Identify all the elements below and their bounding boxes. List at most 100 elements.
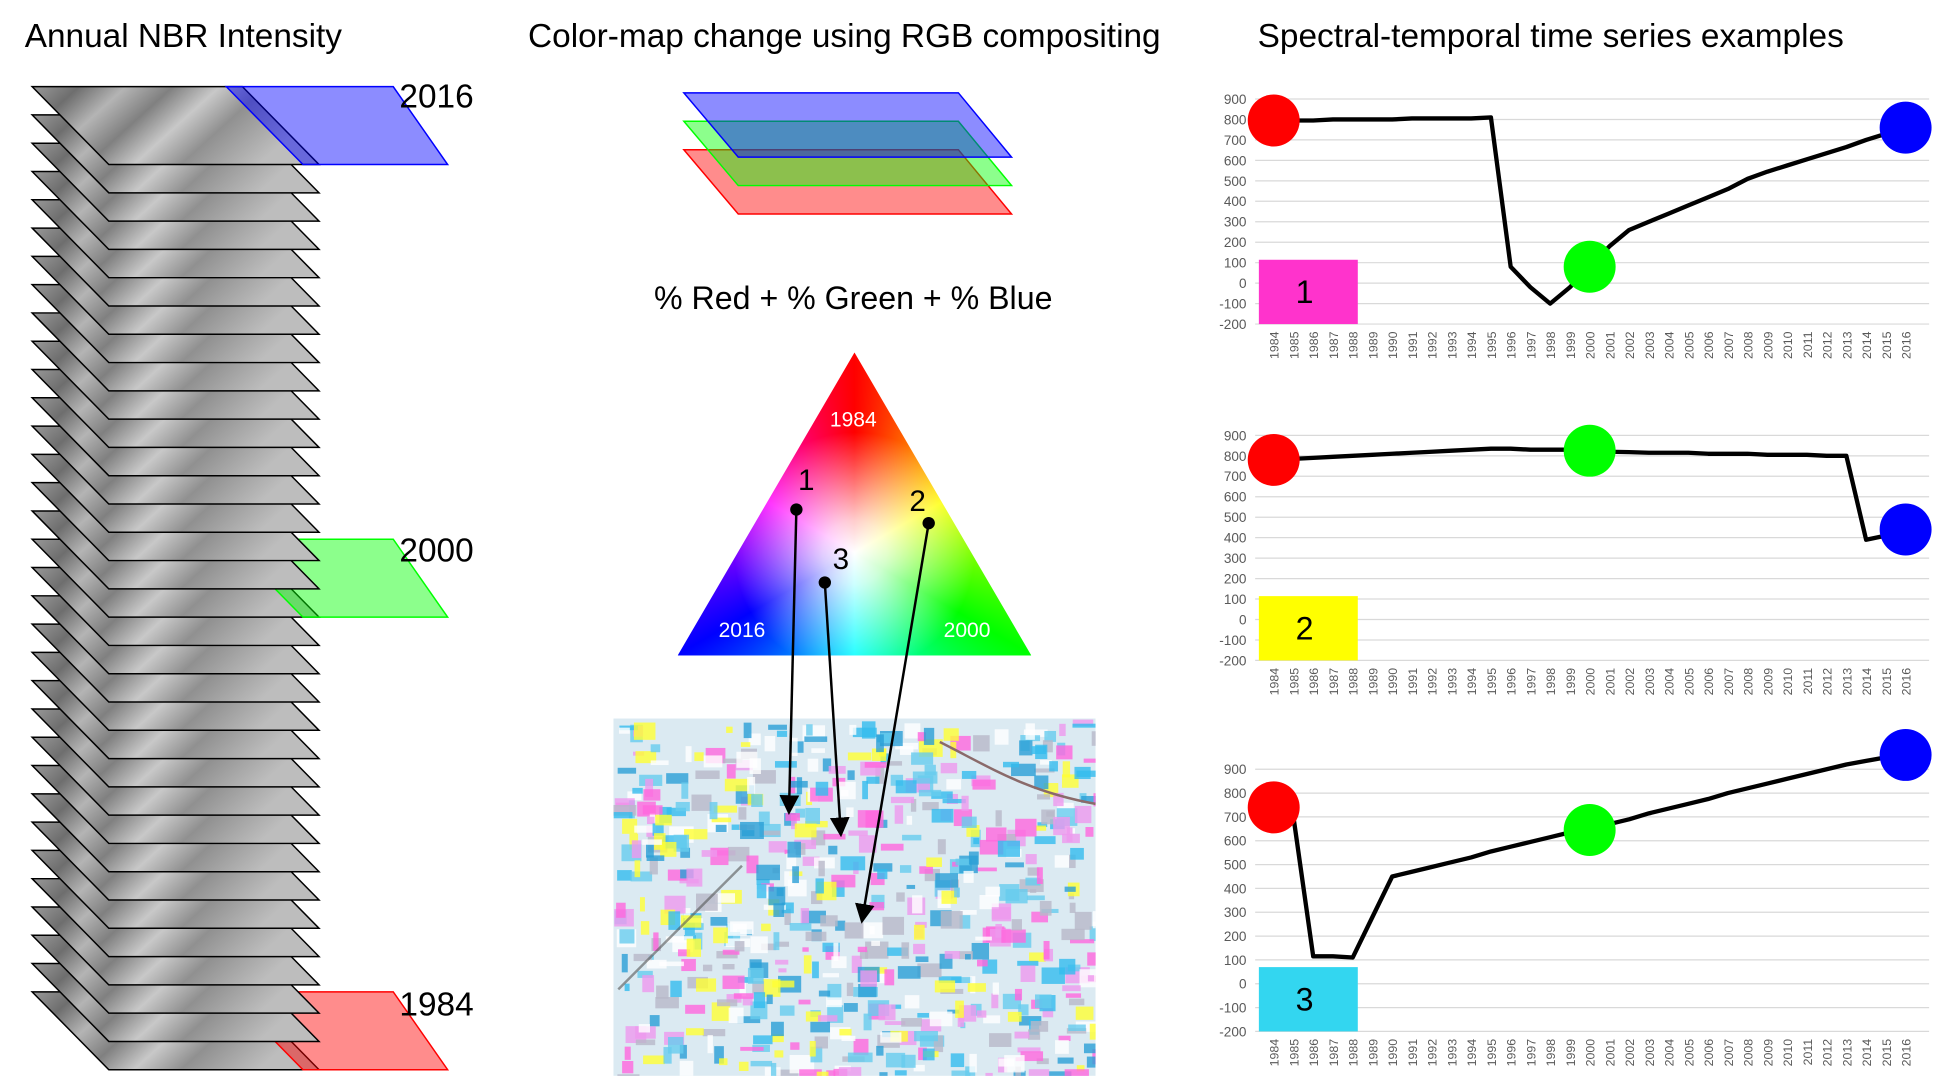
right-title: Spectral-temporal time series examples (1258, 18, 1844, 55)
x-tick-label: 2001 (1603, 1039, 1617, 1067)
map-patch (694, 752, 704, 762)
map-patch (1034, 836, 1056, 845)
map-patch (991, 907, 1011, 920)
map-patch (619, 929, 635, 944)
map-patch (627, 791, 642, 801)
map-patch (723, 758, 743, 763)
map-patch (1093, 793, 1096, 807)
map-patch (1070, 847, 1084, 860)
y-tick-label: 900 (1224, 92, 1247, 107)
series-badge (1258, 259, 1358, 325)
map-patch (955, 858, 970, 866)
map-patch (876, 734, 884, 753)
map-patch (1076, 1065, 1085, 1072)
map-patch (679, 1060, 694, 1076)
map-patch (917, 963, 942, 978)
map-patch (1033, 768, 1055, 773)
map-patch (884, 1021, 906, 1026)
map-patch (642, 839, 662, 845)
map-patch (1053, 816, 1070, 836)
x-tick-label: 1988 (1347, 331, 1361, 359)
map-patch (622, 1061, 634, 1074)
map-patch (740, 1046, 764, 1051)
map-patch (922, 1048, 935, 1061)
map-patch (774, 1050, 784, 1058)
map-patch (646, 959, 667, 969)
x-tick-label: 2016 (1900, 668, 1914, 696)
x-tick-label: 2015 (1880, 331, 1894, 359)
map-patch (715, 893, 736, 903)
map-patch (873, 863, 893, 872)
map-patch (899, 865, 912, 873)
map-patch (849, 724, 857, 735)
map-patch (1005, 889, 1028, 904)
charts: -200-10001002003004005006007008009001984… (1219, 92, 1932, 1067)
map-patch (1028, 1069, 1050, 1076)
map-patch (737, 977, 754, 983)
map-patch (670, 980, 682, 998)
map-patch (702, 964, 713, 972)
map-patch (810, 1046, 823, 1063)
map-patch (719, 1058, 728, 1066)
map-patch (634, 860, 641, 878)
map-patch (1046, 811, 1054, 817)
map-patch (890, 796, 915, 804)
map-patch (934, 980, 956, 993)
river (939, 740, 1096, 806)
map-patch (804, 736, 828, 742)
map-patch (1025, 854, 1037, 865)
x-tick-label: 1994 (1465, 1039, 1479, 1067)
x-tick-label: 1988 (1347, 668, 1361, 696)
map-patch (703, 755, 723, 768)
map-patch (954, 887, 960, 898)
map-patch (826, 1070, 836, 1076)
map-patch (1062, 833, 1080, 844)
map-patch (789, 922, 812, 931)
map-patch (822, 758, 832, 772)
map-patch (884, 969, 895, 986)
x-tick-label: 1995 (1485, 331, 1499, 359)
map-patch (941, 890, 957, 904)
x-tick-label: 2010 (1781, 668, 1795, 696)
x-tick-label: 2005 (1682, 331, 1696, 359)
x-tick-label: 1994 (1465, 331, 1479, 359)
map-patch (1068, 1024, 1086, 1032)
map-patch (940, 911, 963, 929)
map-patch (753, 1035, 773, 1045)
map-patch (846, 807, 854, 818)
map-patch (994, 729, 1009, 745)
x-tick-label: 1994 (1465, 668, 1479, 696)
left-title: Annual NBR Intensity (25, 18, 343, 55)
map-patch (666, 773, 689, 784)
map-patch (786, 853, 797, 870)
map-patch (753, 992, 766, 1009)
map-patch (931, 791, 953, 799)
x-tick-label: 2006 (1702, 331, 1716, 359)
map-patch (1057, 1057, 1074, 1064)
map-patch (722, 975, 745, 989)
y-tick-label: 100 (1224, 592, 1247, 607)
map-patch (1030, 1021, 1049, 1032)
y-tick-label: 700 (1224, 133, 1247, 148)
map-patch (966, 825, 980, 837)
y-tick-label: -200 (1219, 1024, 1247, 1039)
map-patch (946, 779, 962, 790)
highlight-point (1879, 728, 1932, 781)
map-patch (691, 794, 712, 811)
map-patch (772, 1034, 784, 1043)
map-patch (1027, 867, 1040, 876)
x-tick-label: 1987 (1327, 331, 1341, 359)
x-tick-label: 2003 (1643, 1039, 1657, 1067)
map-patch (1040, 760, 1052, 765)
map-patch (650, 760, 669, 766)
map-patch (891, 1004, 902, 1009)
map-patch (878, 1004, 896, 1021)
map-patch (1054, 855, 1070, 868)
map-patch (998, 1058, 1015, 1067)
map-patch (963, 870, 974, 883)
map-patch (773, 932, 780, 951)
map-patch (835, 920, 846, 931)
x-tick-label: 1987 (1327, 1039, 1341, 1067)
map-patch (1062, 985, 1081, 992)
x-tick-label: 2007 (1722, 1039, 1736, 1067)
